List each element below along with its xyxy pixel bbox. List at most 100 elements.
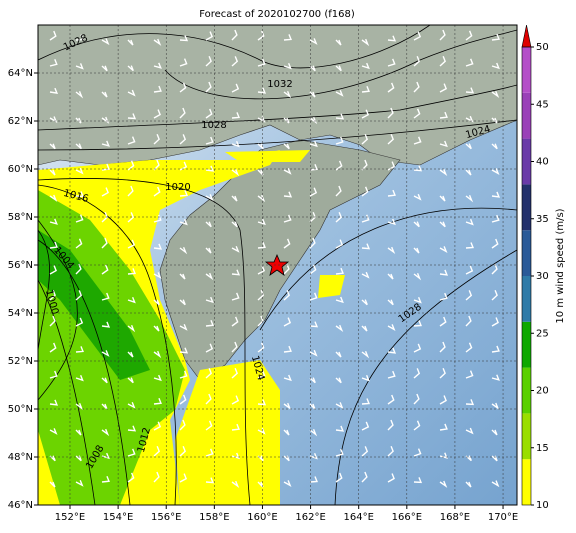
wind-barb xyxy=(309,292,318,301)
wind-barb xyxy=(283,117,290,124)
wind-barb xyxy=(465,265,474,275)
wind-barb xyxy=(361,271,370,279)
wind-barb xyxy=(49,399,59,406)
wind-barb xyxy=(439,111,448,119)
wind-barb xyxy=(309,38,318,45)
wind-barb xyxy=(283,90,292,99)
wind-barb xyxy=(127,401,136,409)
wind-barb xyxy=(361,446,369,457)
wind-barb xyxy=(387,134,394,145)
wind-barb xyxy=(127,212,135,223)
wind-barb xyxy=(283,480,292,487)
wind-barb xyxy=(257,370,266,379)
wind-barb xyxy=(205,221,212,228)
wind-barb xyxy=(231,112,240,119)
wind-barb xyxy=(309,321,319,328)
wind-barb xyxy=(465,30,473,41)
colorbar-segment xyxy=(522,138,531,185)
wind-barb xyxy=(387,299,394,306)
wind-barb xyxy=(413,420,421,431)
wind-barb xyxy=(491,191,501,198)
x-tick-label: 154°E xyxy=(103,512,133,523)
wind-barb xyxy=(413,221,420,228)
y-tick-label: 62°N xyxy=(8,116,33,127)
x-tick-label: 158°E xyxy=(199,512,229,523)
wind-barb xyxy=(491,289,498,301)
wind-barb xyxy=(127,268,136,275)
wind-barb xyxy=(205,31,213,41)
wind-barb xyxy=(335,296,344,304)
wind-barb xyxy=(231,292,240,301)
wind-barb xyxy=(335,212,342,223)
wind-barb xyxy=(179,273,186,280)
y-tick-label: 58°N xyxy=(8,212,33,223)
wind-barb xyxy=(49,143,56,150)
wind-barb xyxy=(387,394,395,405)
wind-barb xyxy=(101,65,108,72)
colorbar-tick-label: 15 xyxy=(536,443,549,454)
wind-barb xyxy=(179,134,187,145)
wind-barb xyxy=(75,479,84,487)
wind-barb xyxy=(413,193,422,201)
y-tick-label: 48°N xyxy=(8,452,33,463)
wind-barb xyxy=(231,269,241,276)
wind-barb xyxy=(387,107,394,119)
wind-barb xyxy=(335,65,342,72)
wind-barb xyxy=(335,402,344,409)
wind-barb xyxy=(491,455,498,462)
wind-barb xyxy=(387,35,397,42)
colorbar-tick-label: 45 xyxy=(536,99,549,110)
wind-barb xyxy=(387,246,396,255)
wind-barb xyxy=(413,81,420,93)
wind-barb xyxy=(439,195,446,202)
wind-barb xyxy=(309,140,318,148)
wind-barb xyxy=(335,160,343,171)
wind-15 xyxy=(225,150,310,162)
wind-barb xyxy=(283,455,290,462)
wind-barb xyxy=(257,116,266,123)
wind-barb xyxy=(465,242,474,249)
wind-barb xyxy=(205,55,212,67)
wind-barb xyxy=(439,395,447,405)
wind-barb xyxy=(49,241,58,249)
wind-barb xyxy=(387,273,394,280)
wind-barb xyxy=(101,475,110,483)
wind-barb xyxy=(361,134,369,145)
wind-barb xyxy=(205,247,212,254)
wind-barb xyxy=(75,34,85,41)
wind-barb xyxy=(179,107,186,119)
wind-barb xyxy=(335,472,343,483)
wind-barb xyxy=(257,241,266,249)
wind-barb xyxy=(205,272,214,281)
wind-barb xyxy=(101,91,108,98)
wind-barb xyxy=(179,190,188,197)
wind-barb xyxy=(231,341,238,353)
wind-barb xyxy=(75,143,82,150)
wind-barb xyxy=(387,347,397,354)
colorbar-segment xyxy=(522,230,531,276)
wind-barb xyxy=(491,402,500,410)
wind-barb xyxy=(257,481,264,488)
wind-barb xyxy=(387,82,395,93)
wind-barb xyxy=(361,109,370,119)
wind-barb xyxy=(335,324,344,333)
y-tick-label: 60°N xyxy=(8,164,33,175)
wind-barb xyxy=(413,247,420,254)
wind-barb xyxy=(101,237,108,249)
wind-barb xyxy=(283,317,292,327)
wind-barb xyxy=(179,419,186,431)
wind-barb xyxy=(413,297,422,304)
wind-barb xyxy=(361,350,370,359)
colorbar-segment xyxy=(522,184,531,231)
wind-barb xyxy=(439,168,448,177)
wind-barb xyxy=(309,237,316,249)
wind-barb xyxy=(179,473,188,483)
wind-barb xyxy=(465,455,472,462)
wind-barb xyxy=(153,374,162,382)
wind-barb xyxy=(491,90,500,99)
wind-barb xyxy=(101,377,108,384)
wind-barb xyxy=(75,290,83,301)
colorbar-segment xyxy=(522,47,531,93)
wind-barb xyxy=(439,246,448,253)
